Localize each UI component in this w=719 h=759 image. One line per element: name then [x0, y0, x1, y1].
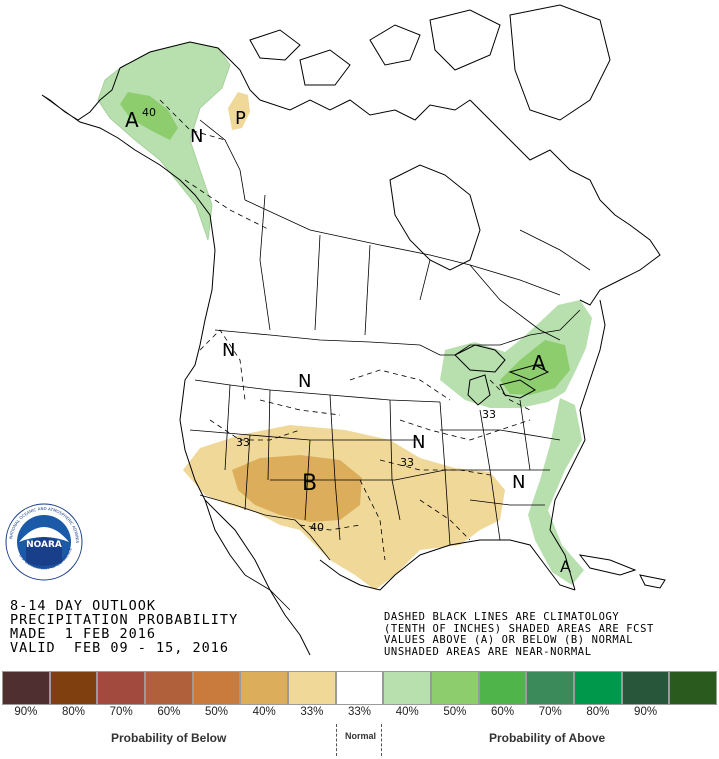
legend-label-13: 90% [634, 706, 658, 718]
legend-swatch-14 [669, 671, 718, 705]
legend-label-14 [669, 706, 717, 720]
legend-label-1: 80% [61, 706, 86, 718]
legend-label-6: 33% [300, 706, 324, 718]
label-yukon-n: N [190, 126, 203, 147]
legend-label-9: 50% [443, 706, 467, 718]
legend-label-0: 90% [14, 706, 38, 718]
legend-swatch-12 [574, 671, 622, 705]
legend-swatch-13 [621, 671, 670, 705]
noaa-logo: NOARA NATIONAL OCEANIC AND ATMOSPHERIC A… [4, 502, 83, 581]
legend-swatch-8 [383, 671, 432, 705]
legend-swatch-1 [49, 671, 98, 705]
note-line-2: (TENTH OF INCHES) SHADED AREAS ARE FCST [384, 622, 654, 635]
legend-separator-left [336, 724, 337, 756]
legend-label-5: 40% [252, 706, 276, 718]
legend-swatch-10 [478, 671, 527, 705]
legend-swatch-0 [2, 671, 50, 705]
legend-color-bar [2, 671, 718, 705]
label-midwest-n: N [412, 432, 425, 453]
legend-label-7: 33% [348, 706, 372, 718]
legend-label-4: 50% [205, 706, 229, 718]
outlook-map: A 40 N P N N N N B A A 33 33 40 33 [41, 4, 666, 656]
legend-label-12: 80% [586, 706, 610, 718]
title-line-3: MADE 1 FEB 2016 [10, 626, 157, 642]
alaska-above-40-area [120, 92, 178, 140]
label-southeast-n: N [512, 472, 525, 493]
label-contour-33-ohio: 33 [482, 408, 496, 421]
legend-swatch-11 [526, 671, 575, 705]
eastcoast-above-area [528, 398, 584, 585]
title-line-1: 8-14 DAY OUTLOOK [10, 598, 157, 614]
label-florida-a: A [560, 557, 571, 576]
note-line-1: DASHED BLACK LINES ARE CLIMATOLOGY [384, 611, 620, 623]
political-borders [189, 119, 591, 611]
legend-label-10: 60% [491, 706, 515, 718]
label-alaska-a: A [125, 108, 139, 132]
label-alaska-40: 40 [142, 106, 156, 119]
northeast-above-40-area [500, 340, 570, 395]
title-line-4: VALID FEB 09 - 15, 2016 [10, 640, 230, 656]
note-line-3: VALUES ABOVE (A) OR BELOW (B) NORMAL [384, 634, 634, 646]
legend-normal-label: Normal [345, 731, 377, 741]
southwest-below-40-area [232, 455, 362, 522]
alaska-above-area [97, 41, 231, 241]
label-northwest-n: N [222, 340, 235, 361]
legend-label-3: 60% [157, 706, 181, 718]
title-block: 8-14 DAY OUTLOOK PRECIPITATION PROBABILI… [10, 599, 238, 655]
legend-below-label: Probability of Below [111, 731, 227, 745]
label-southwest-b: B [302, 471, 317, 496]
legend-swatch-3 [145, 671, 193, 705]
climatology-lines [159, 99, 531, 561]
label-contour-33-west: 33 [236, 436, 250, 449]
label-plains-n: N [298, 371, 311, 392]
coastlines [41, 4, 666, 656]
legend-labels: 90% 80% 70% 60% 50% 40% 33% 33% 40% 50% 60% 70% 80% 9… [2, 706, 717, 720]
legend-swatch-2 [97, 671, 146, 705]
label-contour-40-texas: 40 [310, 521, 324, 534]
label-northeast-a: A [532, 351, 546, 375]
legend-swatch-5 [240, 671, 289, 705]
legend-label-11: 70% [538, 706, 562, 718]
legend-above-label: Probability of Above [489, 731, 606, 745]
label-yukon-p: P [235, 108, 246, 129]
note-line-4: UNSHADED AREAS ARE NEAR-NORMAL [384, 645, 592, 658]
legend-swatch-6 [288, 671, 336, 705]
legend-label-8: 40% [395, 706, 419, 718]
legend-label-2: 70% [109, 706, 133, 718]
label-contour-33-plains: 33 [400, 456, 414, 469]
legend-swatch-7 [335, 671, 384, 705]
yukon-below-area [228, 92, 250, 130]
notes-block: DASHED BLACK LINES ARE CLIMATOLOGY (TENT… [384, 611, 654, 658]
noaa-logo-text: NOARA [26, 540, 62, 550]
legend-swatch-9 [431, 671, 479, 705]
legend-swatch-4 [192, 671, 241, 705]
legend-separator-right [381, 724, 382, 756]
title-line-2: PRECIPITATION PROBABILITY [10, 612, 239, 628]
